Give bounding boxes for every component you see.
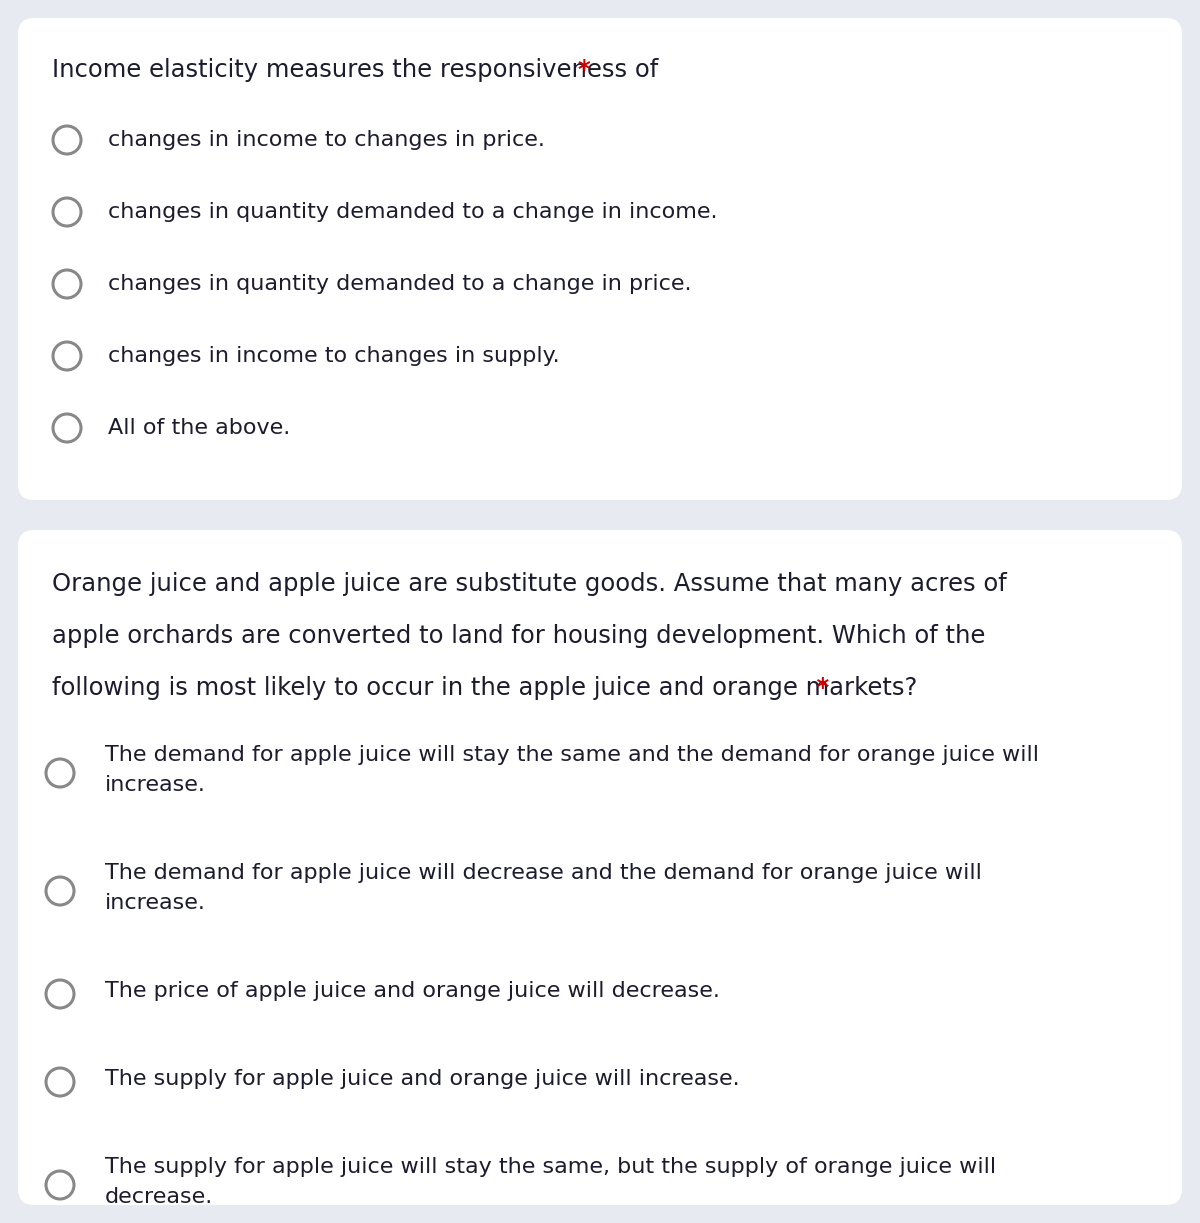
Text: The supply for apple juice and orange juice will increase.: The supply for apple juice and orange ju… [106,1069,739,1088]
Text: Orange juice and apple juice are substitute goods. Assume that many acres of: Orange juice and apple juice are substit… [52,572,1007,596]
Text: Income elasticity measures the responsiveness of: Income elasticity measures the responsiv… [52,57,666,82]
Text: changes in quantity demanded to a change in price.: changes in quantity demanded to a change… [108,274,691,294]
Text: All of the above.: All of the above. [108,418,290,438]
Text: increase.: increase. [106,893,206,914]
FancyBboxPatch shape [18,18,1182,500]
Text: *: * [808,676,829,700]
Text: The price of apple juice and orange juice will decrease.: The price of apple juice and orange juic… [106,981,720,1000]
FancyBboxPatch shape [18,530,1182,1205]
Text: changes in income to changes in supply.: changes in income to changes in supply. [108,346,559,366]
Text: The demand for apple juice will stay the same and the demand for orange juice wi: The demand for apple juice will stay the… [106,745,1039,766]
Text: changes in income to changes in price.: changes in income to changes in price. [108,130,545,150]
Text: The demand for apple juice will decrease and the demand for orange juice will: The demand for apple juice will decrease… [106,863,982,883]
Text: changes in quantity demanded to a change in income.: changes in quantity demanded to a change… [108,202,718,223]
Text: *: * [577,57,589,82]
Text: increase.: increase. [106,775,206,795]
Text: decrease.: decrease. [106,1188,214,1207]
Text: following is most likely to occur in the apple juice and orange markets?: following is most likely to occur in the… [52,676,917,700]
Text: apple orchards are converted to land for housing development. Which of the: apple orchards are converted to land for… [52,624,985,648]
Text: The supply for apple juice will stay the same, but the supply of orange juice wi: The supply for apple juice will stay the… [106,1157,996,1177]
